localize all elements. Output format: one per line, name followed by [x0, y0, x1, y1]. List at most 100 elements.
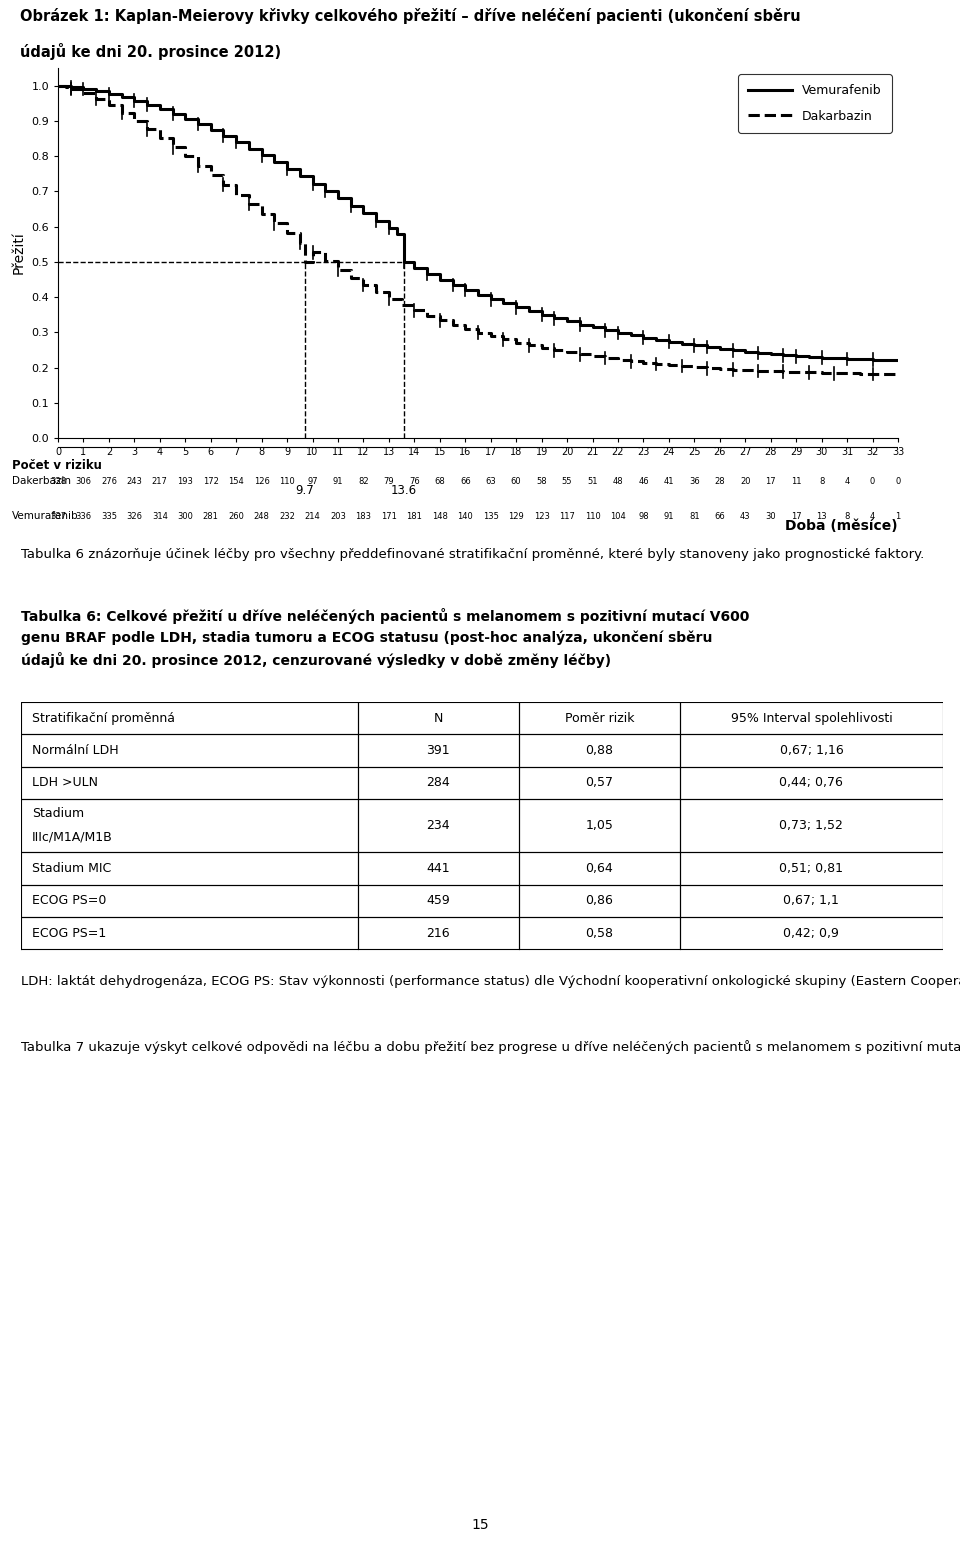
Text: Tabulka 6 znázorňuje účinek léčby pro všechny předdefinované stratifikační promě: Tabulka 6 znázorňuje účinek léčby pro vš… [21, 548, 924, 562]
Text: 300: 300 [178, 512, 193, 521]
Text: 1,05: 1,05 [586, 818, 613, 832]
Text: 60: 60 [511, 476, 521, 486]
Text: 79: 79 [384, 476, 395, 486]
Text: 41: 41 [663, 476, 674, 486]
Text: 391: 391 [426, 744, 450, 756]
Text: Dakerbazin: Dakerbazin [12, 476, 71, 486]
Text: 284: 284 [426, 777, 450, 789]
Text: 248: 248 [253, 512, 270, 521]
Text: 63: 63 [486, 476, 496, 486]
Text: 214: 214 [304, 512, 321, 521]
Text: 203: 203 [330, 512, 346, 521]
Text: ECOG PS=0: ECOG PS=0 [33, 894, 107, 907]
Text: IIIc/M1A/M1B: IIIc/M1A/M1B [33, 831, 113, 843]
Text: 4: 4 [845, 476, 850, 486]
Text: 13: 13 [816, 512, 827, 521]
Text: 140: 140 [457, 512, 473, 521]
Text: 76: 76 [409, 476, 420, 486]
Text: 0,86: 0,86 [586, 894, 613, 907]
Text: 217: 217 [152, 476, 168, 486]
Text: Stadium MIC: Stadium MIC [33, 862, 111, 876]
Text: 66: 66 [460, 476, 470, 486]
Text: 66: 66 [714, 512, 725, 521]
Text: 1: 1 [896, 512, 900, 521]
Text: Vemurafenib: Vemurafenib [12, 511, 79, 521]
Text: Obrázek 1: Kaplan-Meierovy křivky celkového přežití – dříve neléčení pacienti (u: Obrázek 1: Kaplan-Meierovy křivky celkov… [20, 8, 801, 25]
Text: N: N [434, 712, 443, 724]
Text: Normální LDH: Normální LDH [33, 744, 119, 756]
Text: Počet v riziku: Počet v riziku [12, 459, 102, 472]
Text: 43: 43 [740, 512, 751, 521]
Text: Tabulka 6: Celkové přežití u dříve neléčených pacientů s melanomem s pozitivní m: Tabulka 6: Celkové přežití u dříve neléč… [21, 608, 750, 668]
Text: 28: 28 [714, 476, 725, 486]
Text: 117: 117 [559, 512, 575, 521]
Text: 0,42; 0,9: 0,42; 0,9 [783, 927, 839, 939]
Text: 91: 91 [663, 512, 674, 521]
Text: 68: 68 [435, 476, 445, 486]
Text: 336: 336 [76, 512, 91, 521]
Text: 58: 58 [537, 476, 547, 486]
Text: 181: 181 [406, 512, 422, 521]
Text: 232: 232 [279, 512, 295, 521]
Text: 234: 234 [426, 818, 450, 832]
Text: 11: 11 [791, 476, 802, 486]
Text: 306: 306 [76, 476, 91, 486]
Text: 338: 338 [50, 476, 66, 486]
Text: 55: 55 [562, 476, 572, 486]
Text: 276: 276 [101, 476, 117, 486]
Text: 91: 91 [333, 476, 344, 486]
Text: 326: 326 [127, 512, 142, 521]
Text: 95% Interval spolehlivosti: 95% Interval spolehlivosti [731, 712, 892, 724]
Text: 82: 82 [358, 476, 369, 486]
Text: 337: 337 [50, 512, 66, 521]
Text: 110: 110 [279, 476, 295, 486]
Text: 154: 154 [228, 476, 244, 486]
Text: 281: 281 [203, 512, 219, 521]
Text: 459: 459 [426, 894, 450, 907]
Text: 0,73; 1,52: 0,73; 1,52 [780, 818, 843, 832]
Legend: Vemurafenib, Dakarbazin: Vemurafenib, Dakarbazin [738, 74, 892, 133]
Text: 8: 8 [819, 476, 825, 486]
Text: 15: 15 [471, 1518, 489, 1533]
Text: 0,67; 1,1: 0,67; 1,1 [783, 894, 839, 907]
Text: 0,64: 0,64 [586, 862, 613, 876]
Text: 171: 171 [381, 512, 396, 521]
Text: 4: 4 [870, 512, 876, 521]
Text: 81: 81 [689, 512, 700, 521]
Text: 129: 129 [508, 512, 524, 521]
Text: 0,88: 0,88 [586, 744, 613, 756]
Text: 193: 193 [178, 476, 193, 486]
Text: 13.6: 13.6 [391, 484, 418, 497]
Text: 183: 183 [355, 512, 372, 521]
Text: 172: 172 [203, 476, 219, 486]
Text: Tabulka 7 ukazuje výskyt celkové odpovědi na léčbu a dobu přežití bez progrese u: Tabulka 7 ukazuje výskyt celkové odpověd… [21, 1040, 960, 1054]
Text: Doba (měsíce): Doba (měsíce) [785, 520, 898, 534]
Text: 0,51; 0,81: 0,51; 0,81 [780, 862, 844, 876]
Text: 46: 46 [638, 476, 649, 486]
Text: 243: 243 [127, 476, 142, 486]
Text: 104: 104 [611, 512, 626, 521]
Text: údajů ke dni 20. prosince 2012): údajů ke dni 20. prosince 2012) [20, 43, 281, 60]
Text: 9.7: 9.7 [296, 484, 314, 497]
Text: 0,57: 0,57 [586, 777, 613, 789]
Text: 110: 110 [585, 512, 600, 521]
Text: 48: 48 [612, 476, 623, 486]
Text: 135: 135 [483, 512, 498, 521]
Text: 97: 97 [307, 476, 318, 486]
Text: Stratifikační proměnná: Stratifikační proměnná [33, 712, 175, 724]
Text: 51: 51 [588, 476, 598, 486]
Text: 0,58: 0,58 [586, 927, 613, 939]
Text: Stadium: Stadium [33, 808, 84, 820]
Text: LDH >ULN: LDH >ULN [33, 777, 98, 789]
Text: 335: 335 [101, 512, 117, 521]
Text: 17: 17 [791, 512, 802, 521]
Text: ECOG PS=1: ECOG PS=1 [33, 927, 107, 939]
Y-axis label: Přežití: Přežití [12, 232, 26, 274]
Text: 17: 17 [765, 476, 776, 486]
Text: 20: 20 [740, 476, 751, 486]
Text: 0: 0 [896, 476, 900, 486]
Text: Poměr rizik: Poměr rizik [564, 712, 635, 724]
Text: 126: 126 [253, 476, 270, 486]
Text: 0,44; 0,76: 0,44; 0,76 [780, 777, 843, 789]
Text: 123: 123 [534, 512, 549, 521]
